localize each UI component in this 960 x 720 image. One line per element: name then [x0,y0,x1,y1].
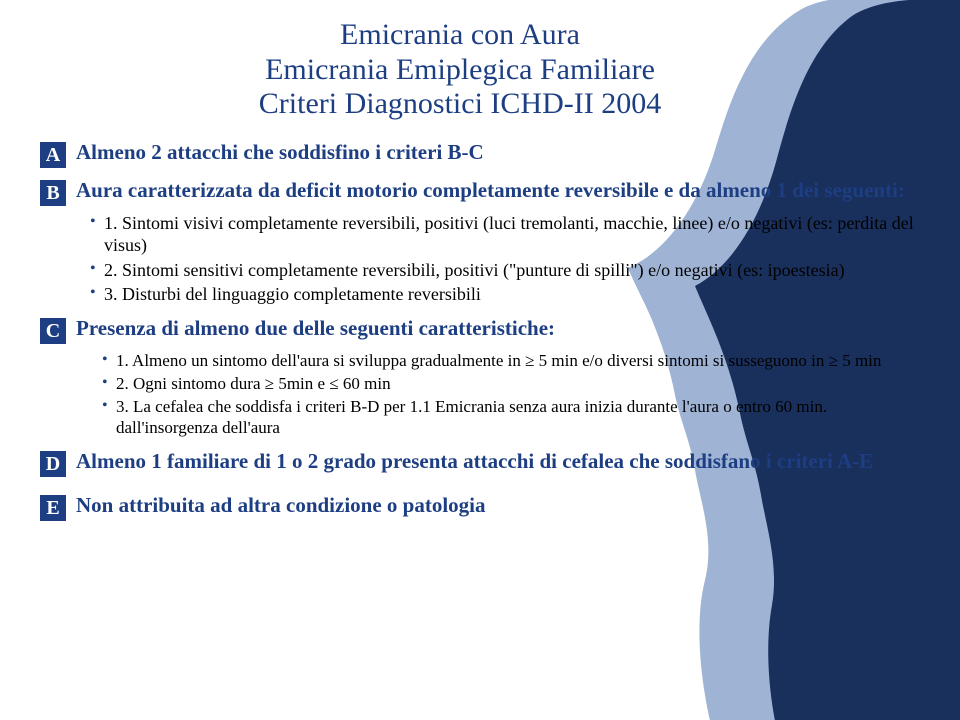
letter-box-a: A [40,142,66,168]
list-item: • 2. Sintomi sensitivi completamente rev… [90,259,920,282]
bullet-icon: • [102,373,116,394]
item-text: 2. Ogni sintomo dura ≥ 5min e ≤ 60 min [116,373,920,394]
letter-box-c: C [40,318,66,344]
title-line-1: Emicrania con Aura [340,18,580,51]
bullet-icon: • [102,350,116,371]
criterion-b-list: • 1. Sintomi visivi completamente revers… [90,212,920,306]
criterion-b-heading: Aura caratterizzata da deficit motorio c… [76,178,920,203]
item-text: 1. Almeno un sintomo dell'aura si svilup… [116,350,920,371]
criterion-a-heading: Almeno 2 attacchi che soddisfino i crite… [76,140,920,165]
slide-content: Emicrania con Aura Emicrania Emiplegica … [0,0,960,521]
bullet-icon: • [90,259,104,280]
item-text: 3. Disturbi del linguaggio completamente… [104,283,920,306]
letter-box-d: D [40,451,66,477]
item-text: 1. Sintomi visivi completamente reversib… [104,212,920,257]
criterion-c: C Presenza di almeno due delle seguenti … [40,316,920,344]
slide-title: Emicrania con Aura Emicrania Emiplegica … [140,18,780,122]
list-item: • 2. Ogni sintomo dura ≥ 5min e ≤ 60 min [102,373,920,394]
criterion-e: E Non attribuita ad altra condizione o p… [40,493,920,521]
list-item: • 1. Almeno un sintomo dell'aura si svil… [102,350,920,371]
criterion-d-heading: Almeno 1 familiare di 1 o 2 grado presen… [76,449,920,474]
item-text: 2. Sintomi sensitivi completamente rever… [104,259,920,282]
letter-box-e: E [40,495,66,521]
list-item: • 3. La cefalea che soddisfa i criteri B… [102,396,920,439]
letter-box-b: B [40,180,66,206]
list-item: • 3. Disturbi del linguaggio completamen… [90,283,920,306]
bullet-icon: • [90,212,104,233]
criterion-d: D Almeno 1 familiare di 1 o 2 grado pres… [40,449,920,477]
item-text: 3. La cefalea che soddisfa i criteri B-D… [116,396,920,439]
criterion-c-heading: Presenza di almeno due delle seguenti ca… [76,316,920,341]
title-line-3: Criteri Diagnostici ICHD-II 2004 [259,87,661,120]
criterion-a: A Almeno 2 attacchi che soddisfino i cri… [40,140,920,168]
criterion-b: B Aura caratterizzata da deficit motorio… [40,178,920,206]
list-item: • 1. Sintomi visivi completamente revers… [90,212,920,257]
bullet-icon: • [90,283,104,304]
criterion-c-list: • 1. Almeno un sintomo dell'aura si svil… [90,350,920,439]
title-line-2: Emicrania Emiplegica Familiare [265,53,655,86]
bullet-icon: • [102,396,116,417]
criterion-e-heading: Non attribuita ad altra condizione o pat… [76,493,920,518]
